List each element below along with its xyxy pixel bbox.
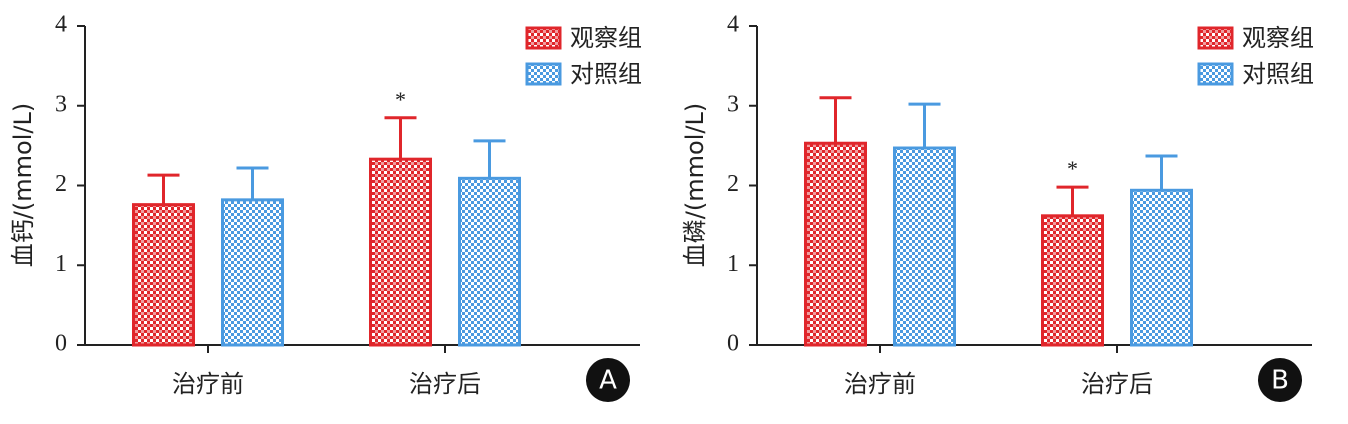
panel-label: B bbox=[1271, 366, 1289, 396]
bar bbox=[1041, 214, 1104, 347]
bar bbox=[893, 146, 956, 347]
y-tick-label: 3 bbox=[55, 91, 67, 117]
legend-label: 对照组 bbox=[570, 60, 642, 88]
y-tick-label: 2 bbox=[727, 171, 739, 197]
x-tick-label: 治疗后 bbox=[1081, 370, 1153, 398]
legend-swatch bbox=[525, 26, 562, 50]
bar bbox=[1130, 188, 1193, 347]
y-tick-label: 1 bbox=[55, 251, 67, 277]
y-tick-label: 1 bbox=[727, 251, 739, 277]
x-tick-label: 治疗前 bbox=[172, 370, 244, 398]
y-tick-label: 0 bbox=[727, 331, 739, 357]
bar bbox=[221, 198, 284, 347]
legend-label: 观察组 bbox=[570, 24, 642, 52]
annotation: * bbox=[1067, 156, 1078, 181]
legend-swatch bbox=[1197, 26, 1234, 50]
panel-badge bbox=[586, 358, 630, 402]
legend-label: 对照组 bbox=[1242, 60, 1314, 88]
bar bbox=[458, 176, 521, 347]
y-axis-label: 血磷/(mmol/L) bbox=[681, 103, 709, 267]
x-tick-label: 治疗前 bbox=[844, 370, 916, 398]
y-tick-label: 3 bbox=[727, 91, 739, 117]
legend-label: 观察组 bbox=[1242, 24, 1314, 52]
x-tick-label: 治疗后 bbox=[409, 370, 481, 398]
panel-badge bbox=[1258, 358, 1302, 402]
y-tick-label: 2 bbox=[55, 171, 67, 197]
panel-label: A bbox=[599, 366, 617, 396]
bar bbox=[132, 203, 195, 347]
y-axis-label: 血钙/(mmol/L) bbox=[9, 103, 37, 267]
bar bbox=[369, 157, 432, 347]
legend-swatch bbox=[1197, 62, 1234, 86]
bar bbox=[804, 141, 867, 347]
y-tick-label: 4 bbox=[55, 12, 67, 38]
y-tick-label: 0 bbox=[55, 331, 67, 357]
y-tick-label: 4 bbox=[727, 12, 739, 38]
legend-swatch bbox=[525, 62, 562, 86]
annotation: * bbox=[395, 87, 406, 112]
